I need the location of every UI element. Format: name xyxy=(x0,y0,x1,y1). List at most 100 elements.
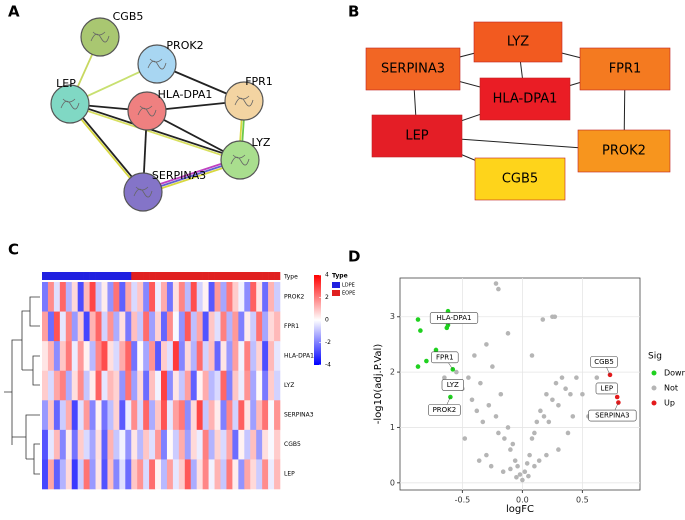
point xyxy=(454,369,459,375)
heat-cell xyxy=(125,429,132,460)
heat-cell xyxy=(256,282,263,312)
heat-cell xyxy=(59,311,67,342)
heat-cell xyxy=(166,282,174,312)
label-box xyxy=(595,382,618,395)
heat-cell xyxy=(119,459,126,490)
edge xyxy=(69,104,240,162)
row-label: LEP xyxy=(284,471,295,478)
annotation-label: Type xyxy=(283,274,298,281)
heat-cell xyxy=(161,282,168,312)
heat-cell xyxy=(226,341,233,372)
heat-cell xyxy=(262,429,269,460)
heat-cell xyxy=(256,429,263,460)
group-bar xyxy=(250,272,257,280)
heat-cell xyxy=(226,370,233,401)
group-bar xyxy=(268,272,275,280)
y-axis-title: -log10(adj.P.Val) xyxy=(373,344,384,425)
row-label: HLA-DPA1 xyxy=(284,352,314,359)
group-bar xyxy=(89,272,96,280)
heat-cell xyxy=(244,311,251,342)
node-structure xyxy=(137,105,157,117)
heat-cell xyxy=(161,459,168,490)
group-bar xyxy=(274,272,281,280)
heat-cell xyxy=(42,429,49,460)
point xyxy=(529,353,535,358)
heat-cell xyxy=(65,282,73,312)
point xyxy=(486,403,492,408)
heat-cell xyxy=(71,311,78,342)
point xyxy=(552,314,558,320)
heat-cell xyxy=(202,459,209,490)
point xyxy=(538,408,543,414)
point xyxy=(415,364,421,369)
heat-cell xyxy=(268,341,275,372)
heat-cell xyxy=(178,311,186,342)
heat-cell xyxy=(137,370,144,401)
heat-cell xyxy=(208,341,215,372)
heat-cell xyxy=(178,400,186,431)
heat-cell xyxy=(172,459,180,490)
group-bar xyxy=(53,272,61,280)
node-label: HLA-DPA1 xyxy=(493,92,558,107)
heat-cell xyxy=(226,400,233,431)
heat-cell xyxy=(244,400,251,431)
heat-cell xyxy=(220,429,227,460)
heat-cell xyxy=(47,282,55,312)
color-bar-label: 0 xyxy=(325,317,329,324)
heat-cell xyxy=(53,282,61,312)
heat-cell xyxy=(71,370,78,401)
point xyxy=(568,391,573,397)
heat-cell xyxy=(53,429,61,460)
group-bar xyxy=(214,272,221,280)
group-bar xyxy=(59,272,67,280)
heat-cell xyxy=(274,400,281,431)
heat-cell xyxy=(47,341,55,372)
heat-cell xyxy=(47,429,55,460)
color-bar xyxy=(314,275,321,365)
node-label: SERPINA3 xyxy=(381,62,445,77)
heat-cell xyxy=(250,459,257,490)
row-label: PROK2 xyxy=(284,293,304,300)
heat-cell xyxy=(238,341,245,372)
heat-cell xyxy=(131,341,138,372)
heat-cell xyxy=(107,429,114,460)
heat-cell xyxy=(274,459,281,490)
node-label: CGB5 xyxy=(113,10,144,23)
label-box xyxy=(588,409,637,422)
heat-cell xyxy=(149,341,156,372)
heat-cell xyxy=(196,459,203,490)
heat-cell xyxy=(274,429,281,460)
point xyxy=(565,430,571,436)
heat-cell xyxy=(190,370,197,401)
heat-cell xyxy=(119,311,126,342)
node-label: LEP xyxy=(405,129,428,144)
heat-cell xyxy=(262,370,269,401)
heat-cell xyxy=(244,282,251,312)
heat-cell xyxy=(53,459,61,490)
point xyxy=(505,331,511,336)
heat-cell xyxy=(107,282,114,312)
legend-label: Down xyxy=(664,369,685,378)
point xyxy=(466,375,471,380)
heat-cell xyxy=(184,400,192,431)
edge xyxy=(70,102,241,160)
point xyxy=(534,419,540,425)
heat-cell xyxy=(149,429,156,460)
heat-cell xyxy=(202,341,209,372)
heat-cell xyxy=(220,370,227,401)
heat-cell xyxy=(262,459,269,490)
heat-cell xyxy=(262,400,269,431)
heat-cell xyxy=(161,429,168,460)
heat-cell xyxy=(101,341,108,372)
heat-cell xyxy=(202,400,209,431)
heat-cell xyxy=(172,311,180,342)
x-tick-label: -0.5 xyxy=(455,496,471,505)
heat-cell xyxy=(95,311,102,342)
row-label: LYZ xyxy=(284,382,294,389)
heat-cell xyxy=(250,311,257,342)
heat-cell xyxy=(83,400,90,431)
node-label: SERPINA3 xyxy=(152,169,206,182)
heat-cell xyxy=(196,341,203,372)
heat-cell xyxy=(214,459,221,490)
node-label: CGB5 xyxy=(502,172,538,187)
